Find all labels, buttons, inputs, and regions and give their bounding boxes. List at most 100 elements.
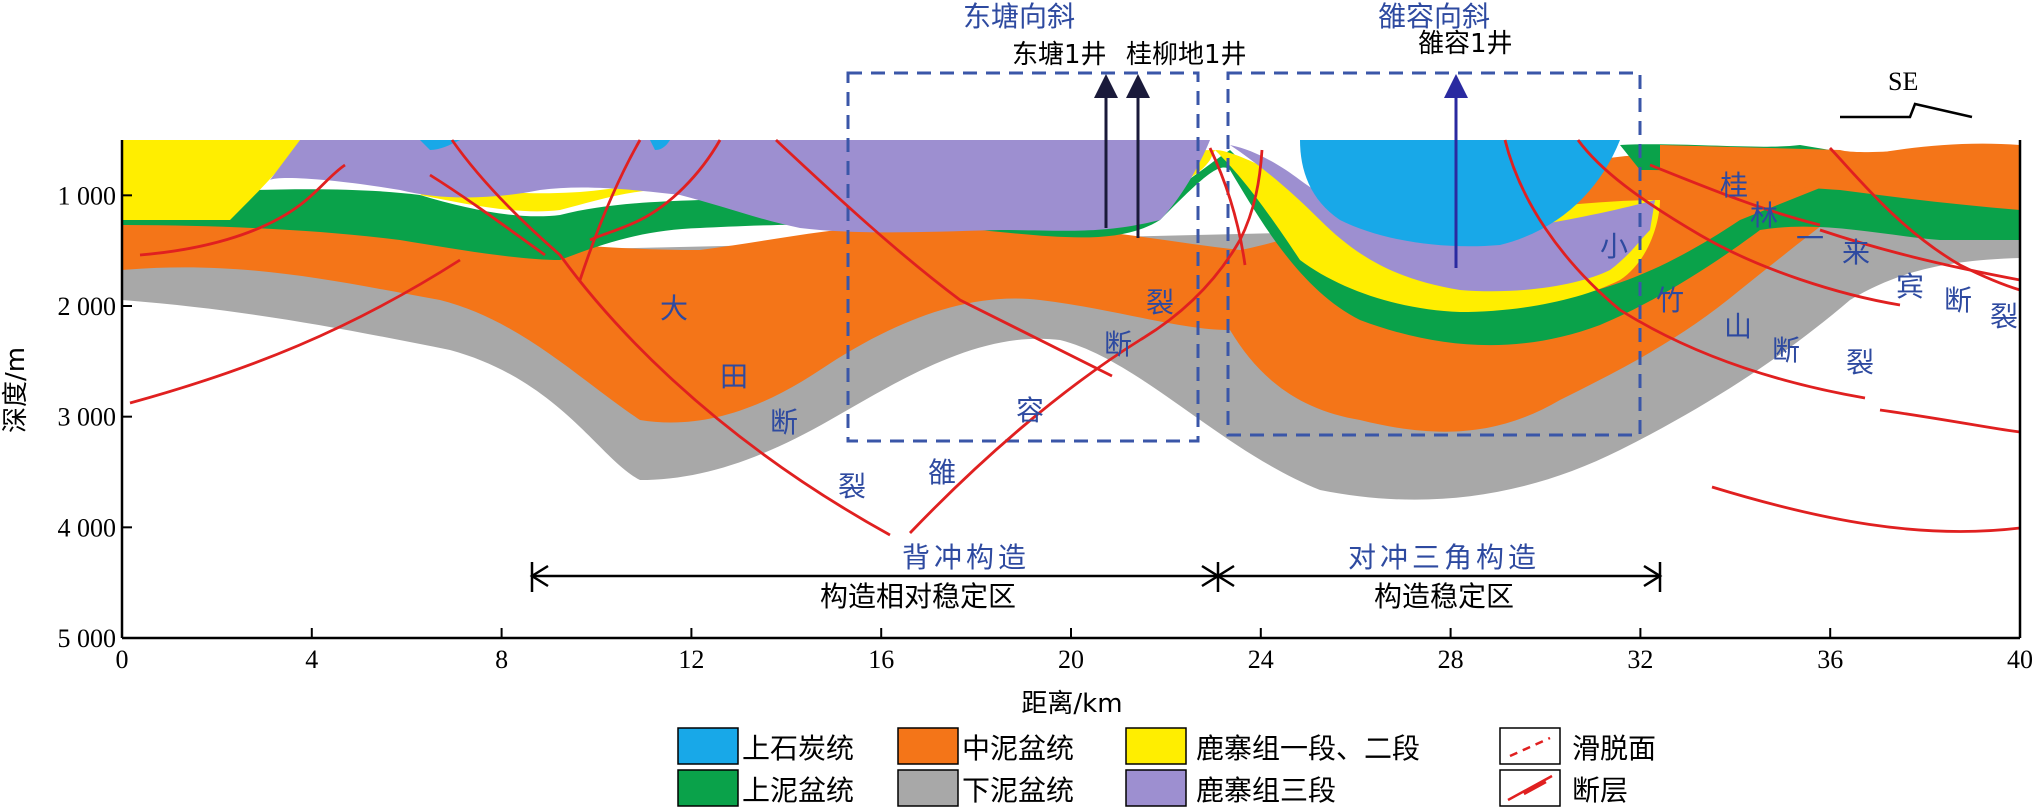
x-tick-label: 32 [1627, 645, 1653, 674]
fault-char: 断 [1944, 284, 1972, 317]
fault-char: 裂 [1846, 346, 1874, 379]
fault-line [578, 139, 642, 281]
annotations-top: 东塘向斜 雒容向斜 东塘1井 桂柳地1井 雒容1井 SE [846, 0, 1973, 443]
fault-char: 裂 [1990, 300, 2018, 333]
legend-label: 断层 [1572, 774, 1628, 807]
zone-stability-label: 构造相对稳定区 [820, 580, 1016, 613]
x-tick-label: 24 [1248, 645, 1274, 674]
fault-char: 竹 [1656, 284, 1684, 317]
legend-label: 滑脱面 [1572, 732, 1656, 765]
fault-char: 大 [660, 292, 688, 325]
legend-label: 鹿寨组三段 [1196, 774, 1336, 807]
fault-char: 裂 [838, 470, 866, 503]
fault-line [1711, 485, 2021, 533]
legend-swatch [677, 727, 739, 765]
fault-line [908, 149, 1264, 534]
layer-upper-devonian [122, 150, 2020, 346]
fault-char: 林 [1750, 199, 1778, 232]
well-label-dongtang1: 东塘1井 [1012, 40, 1107, 70]
legend-swatch [677, 769, 739, 807]
legend-swatch [1125, 727, 1187, 765]
fault-char: 裂 [1146, 286, 1174, 319]
fault-char: 桂 [1720, 169, 1748, 202]
axes: 1 000 2 000 3 000 4 000 5 000 0 4 8 12 16 20 24 28 3… [1, 140, 2032, 719]
direction-label: SE [1888, 67, 1918, 96]
fault-line [129, 258, 461, 405]
y-tick-label: 5 000 [58, 624, 117, 653]
legend-label: 鹿寨组一段、二段 [1196, 732, 1420, 765]
syncline-box-luorong [1226, 71, 1642, 437]
well-label-guiliudi1: 桂柳地1井 [1126, 40, 1247, 70]
fault-char: 来 [1842, 236, 1870, 269]
fault-char: 断 [1104, 328, 1132, 361]
y-tick-label: 3 000 [58, 403, 117, 432]
x-tick-label: 12 [678, 645, 704, 674]
y-ticks: 1 000 2 000 3 000 4 000 5 000 [58, 181, 132, 653]
layer-luzhai-3 [270, 140, 1210, 233]
syncline-label-luorong: 雒容向斜 [1378, 0, 1490, 33]
layer-upper-carboniferous-small [650, 140, 670, 150]
legend-label: 下泥盆统 [962, 774, 1074, 807]
y-axis-label: 深度/m [1, 347, 31, 433]
layer-luzhai-3-basin [1230, 145, 1655, 292]
zone-structure-label: 背冲构造 [902, 541, 1030, 574]
legend-swatch [1499, 727, 1561, 765]
zone-structure-label: 对冲三角构造 [1348, 541, 1540, 574]
fault-char: 断 [1772, 334, 1800, 367]
fault-line [1828, 147, 2021, 292]
layer-upper-carboniferous-west [420, 140, 460, 150]
y-tick-label: 1 000 [58, 181, 117, 210]
fault-char: 田 [720, 360, 748, 393]
fault-char: 一 [1796, 222, 1824, 255]
legend-swatch [897, 769, 959, 807]
strata-layers [122, 140, 2020, 500]
zone-stability-label: 构造稳定区 [1374, 580, 1514, 613]
x-tick-label: 20 [1058, 645, 1084, 674]
fault-char: 雒 [928, 456, 956, 489]
x-tick-label: 0 [116, 645, 129, 674]
fault-char: 容 [1016, 394, 1044, 427]
fault-line [1879, 408, 2021, 434]
layer-middle-devonian-east-top [1660, 145, 2020, 210]
fault-line [1208, 147, 1247, 266]
fault-line [450, 139, 891, 537]
x-tick-label: 8 [495, 645, 508, 674]
fault-line [1649, 163, 1821, 227]
syncline-box-dongtang [846, 71, 1200, 443]
legend-label: 中泥盆统 [962, 732, 1074, 765]
fault-line [1819, 228, 2021, 282]
x-axis-label: 距离/km [1021, 689, 1122, 719]
y-tick-label: 2 000 [58, 292, 117, 321]
fault-symbol [1507, 774, 1553, 802]
well-label-luorong1: 雒容1井 [1418, 29, 1513, 59]
fault-lines [129, 138, 2021, 537]
layer-luzhai-1-2 [122, 140, 300, 220]
x-tick-label: 40 [2007, 645, 2032, 674]
legend-swatch [1125, 769, 1187, 807]
legend: 上石炭统 中泥盆统 鹿寨组一段、二段 滑脱面 上泥盆统 下泥盆统 鹿寨组三段 断… [677, 727, 1656, 807]
fault-line [775, 138, 1113, 378]
y-tick-label: 4 000 [58, 513, 117, 542]
fault-line [429, 173, 546, 257]
fault-char: 宾 [1896, 270, 1924, 303]
zone-bracket-2-left-arrow [1215, 564, 1235, 588]
x-tick-label: 4 [305, 645, 318, 674]
well-arrowhead-dongtang1 [1094, 74, 1118, 98]
x-tick-label: 36 [1817, 645, 1843, 674]
fault-line [1576, 139, 1901, 307]
direction-arrow [1840, 102, 1973, 119]
legend-label: 上石炭统 [742, 732, 854, 765]
x-ticks: 0 4 8 12 16 20 24 28 32 36 40 [116, 628, 2032, 674]
well-arrowhead-guiliudi1 [1126, 74, 1150, 98]
fault-char: 小 [1600, 230, 1628, 263]
zone-bracket-1-left-arrow [529, 564, 549, 588]
zone-brackets: 背冲构造 构造相对稳定区 对冲三角构造 构造稳定区 [529, 541, 1663, 613]
fault-char: 断 [770, 406, 798, 439]
fault-line [1503, 139, 1866, 400]
x-tick-label: 16 [868, 645, 894, 674]
legend-label: 上泥盆统 [742, 774, 854, 807]
x-tick-label: 28 [1438, 645, 1464, 674]
syncline-label-dongtang: 东塘向斜 [963, 0, 1075, 33]
legend-swatch [897, 727, 959, 765]
